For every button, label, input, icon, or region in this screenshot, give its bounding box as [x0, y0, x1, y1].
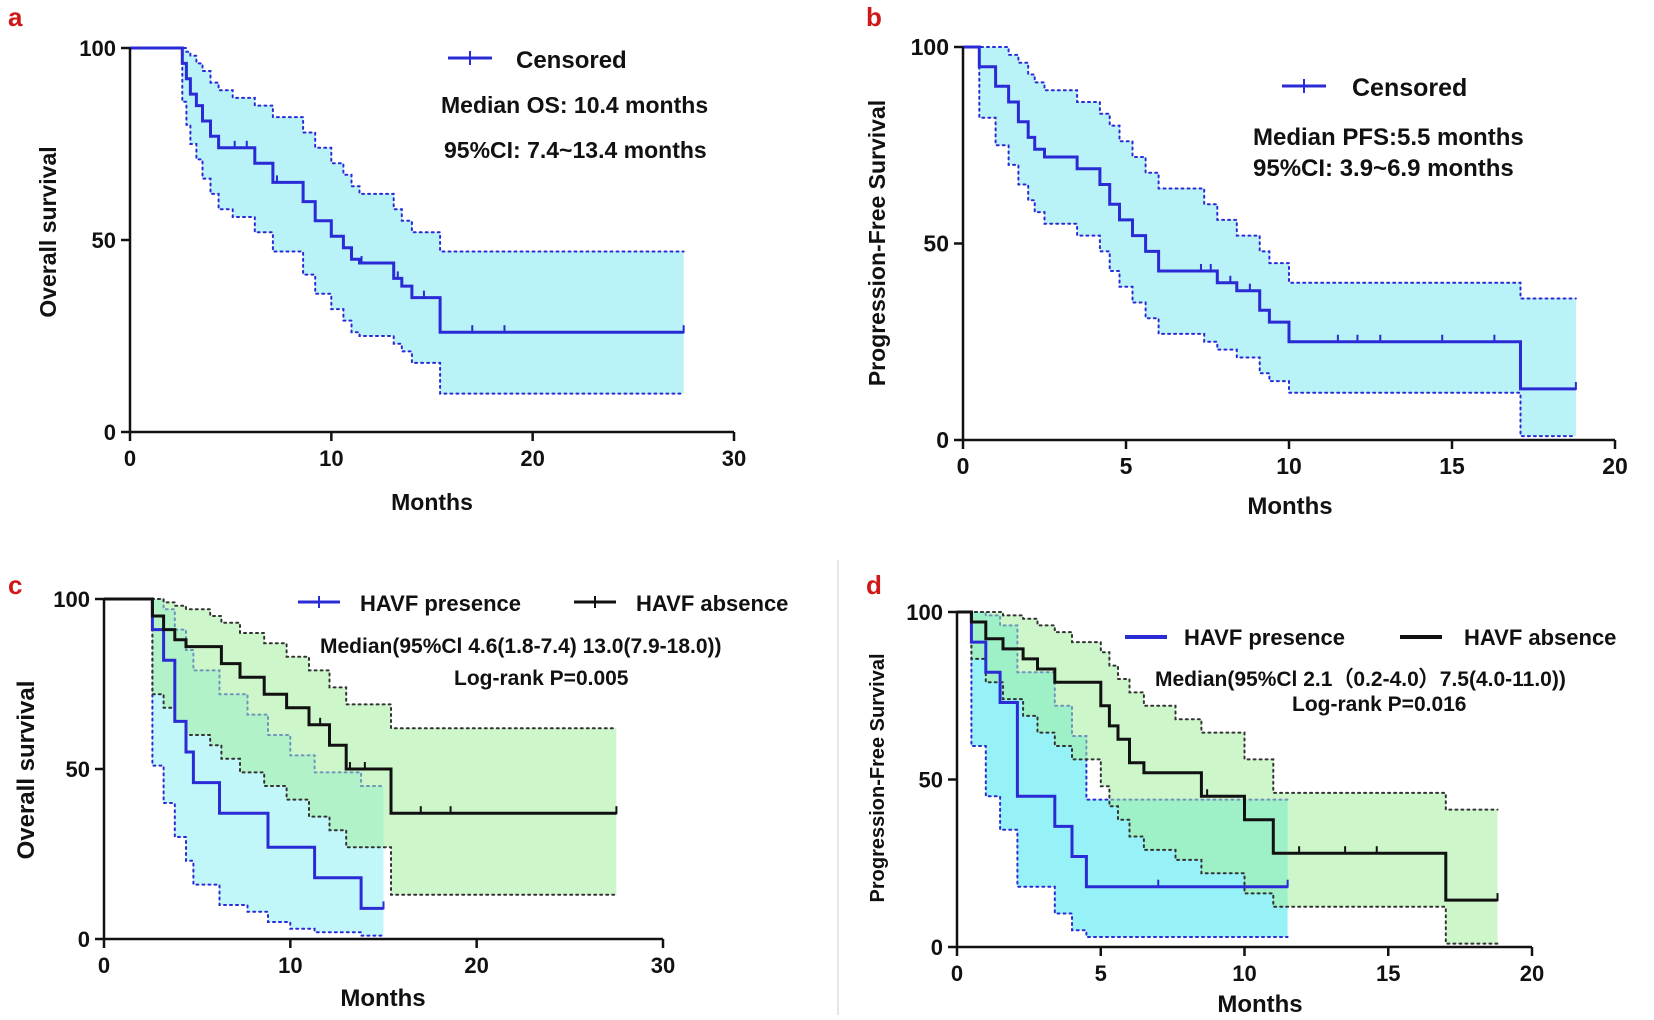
y-tick-label-c-1: 50 [66, 757, 90, 782]
annotation-ci-b: 95%CI: 3.9~6.9 months [1253, 155, 1514, 182]
x-tick-label-a-3: 30 [722, 446, 746, 471]
y-tick-label-b-2: 100 [911, 34, 949, 60]
y-tick-label-c-0: 0 [78, 927, 90, 952]
y-axis-label-d: Progression-Free Survival [867, 654, 889, 903]
x-tick-label-d-4: 20 [1520, 961, 1544, 986]
x-tick-label-d-1: 5 [1095, 961, 1107, 986]
x-tick-label-c-1: 10 [278, 953, 302, 978]
annotation-median-c: Median(95%Cl 4.6(1.8-7.4) 13.0(7.9-18.0)… [320, 635, 722, 658]
y-tick-label-d-2: 100 [906, 600, 943, 625]
x-axis-label-c: Months [340, 985, 425, 1012]
x-tick-label-d-0: 0 [951, 961, 963, 986]
plot-area-d: 0 5 10 15 20 0 50 100 [906, 600, 1544, 986]
ci-upper-c-1 [103, 598, 618, 730]
ci-upper-a-0 [129, 47, 685, 253]
x-axis-label-d: Months [1217, 991, 1302, 1018]
panel-letter-d: d [866, 570, 882, 600]
y-tick-label-a-1: 50 [92, 228, 116, 253]
legend-label-censored-b: Censored [1352, 74, 1467, 102]
ci-upper-d-1 [956, 611, 1499, 811]
km-curve-c-1 [104, 597, 617, 815]
x-tick-label-b-3: 15 [1439, 453, 1465, 479]
y-axis-label-a: Overall survival [35, 146, 61, 317]
ci-band-c-1 [104, 599, 617, 895]
ci-upper-b-0 [962, 46, 1577, 300]
km-curve-a-0 [130, 46, 684, 334]
legend-label-havf-absence-d: HAVF absence [1464, 625, 1616, 650]
legend-label-havf-absence-c: HAVF absence [636, 591, 788, 616]
ci-lower-d-1 [956, 611, 1499, 945]
x-tick-label-b-1: 5 [1120, 453, 1133, 479]
legend-label-havf-presence-d: HAVF presence [1184, 625, 1345, 650]
x-tick-label-b-2: 10 [1276, 453, 1302, 479]
x-tick-label-a-1: 10 [319, 446, 343, 471]
panel-letter-a: a [8, 2, 23, 32]
ci-lower-d-0 [956, 611, 1289, 938]
x-tick-label-d-3: 15 [1376, 961, 1400, 986]
ci-lower-a-0 [129, 47, 685, 395]
annotation-median-b: Median PFS:5.5 months [1253, 124, 1524, 151]
x-tick-label-c-2: 20 [464, 953, 488, 978]
annotation-median-a: Median OS: 10.4 months [441, 92, 708, 118]
y-tick-label-b-0: 0 [936, 427, 949, 453]
km-curve-b-0 [963, 45, 1576, 391]
panel-letter-b: b [866, 2, 882, 32]
plot-area-a: 0 10 20 30 0 50 100 [79, 36, 746, 471]
x-tick-label-d-2: 10 [1232, 961, 1256, 986]
panel-d: d 0 5 10 15 20 0 50 100 Progression-Free Surviv… [866, 570, 1616, 1018]
y-tick-label-d-1: 50 [919, 768, 943, 793]
panel-letter-c: c [8, 570, 22, 600]
km-curve-d-1 [957, 610, 1498, 902]
panel-b: b 0 5 10 15 20 0 50 100 Progression-Free Surviv… [864, 2, 1628, 520]
y-tick-label-a-2: 100 [79, 36, 116, 61]
km-curve-c-0 [104, 597, 384, 910]
km-curve-d-0 [957, 610, 1288, 889]
x-axis-label-a: Months [391, 489, 473, 515]
ci-lower-b-0 [962, 46, 1577, 438]
y-tick-label-a-0: 0 [104, 420, 116, 445]
ci-lower-c-0 [103, 598, 385, 937]
annotation-median-d: Median(95%Cl 2.1（0.2-4.0）7.5(4.0-11.0)) [1155, 667, 1566, 691]
annotation-logrank-c: Log-rank P=0.005 [454, 667, 629, 690]
legend-label-censored-a: Censored [516, 47, 627, 74]
annotation-ci-a: 95%CI: 7.4~13.4 months [444, 137, 707, 163]
legend-label-havf-presence-c: HAVF presence [360, 591, 521, 616]
plot-area-b: 0 5 10 15 20 0 50 100 [911, 34, 1628, 479]
ci-lower-c-1 [103, 598, 618, 896]
y-axis-label-b: Progression-Free Survival [864, 100, 890, 386]
annotation-logrank-d: Log-rank P=0.016 [1292, 693, 1467, 716]
plot-area-c: 0 10 20 30 0 50 100 [53, 587, 675, 978]
ci-band-d-1 [957, 612, 1498, 944]
x-tick-label-a-0: 0 [124, 446, 136, 471]
x-tick-label-a-2: 20 [520, 446, 544, 471]
y-axis-label-c: Overall survival [13, 681, 40, 860]
y-tick-label-d-0: 0 [931, 935, 943, 960]
x-tick-label-c-3: 30 [651, 953, 675, 978]
x-tick-label-b-4: 20 [1602, 453, 1628, 479]
ci-band-b-0 [963, 47, 1576, 437]
y-tick-label-c-2: 100 [53, 587, 90, 612]
x-tick-label-c-0: 0 [98, 953, 110, 978]
y-tick-label-b-1: 50 [923, 231, 949, 257]
x-tick-label-b-0: 0 [957, 453, 970, 479]
x-axis-label-b: Months [1247, 493, 1332, 520]
